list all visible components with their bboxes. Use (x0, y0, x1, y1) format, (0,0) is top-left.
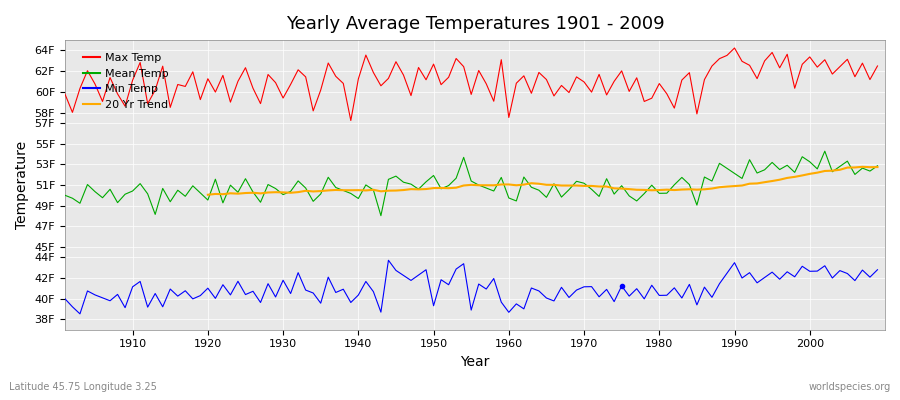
X-axis label: Year: Year (460, 355, 490, 369)
Text: Latitude 45.75 Longitude 3.25: Latitude 45.75 Longitude 3.25 (9, 382, 157, 392)
Title: Yearly Average Temperatures 1901 - 2009: Yearly Average Temperatures 1901 - 2009 (285, 15, 664, 33)
Y-axis label: Temperature: Temperature (15, 141, 29, 229)
Legend: Max Temp, Mean Temp, Min Temp, 20 Yr Trend: Max Temp, Mean Temp, Min Temp, 20 Yr Tre… (78, 48, 174, 114)
Text: worldspecies.org: worldspecies.org (809, 382, 891, 392)
